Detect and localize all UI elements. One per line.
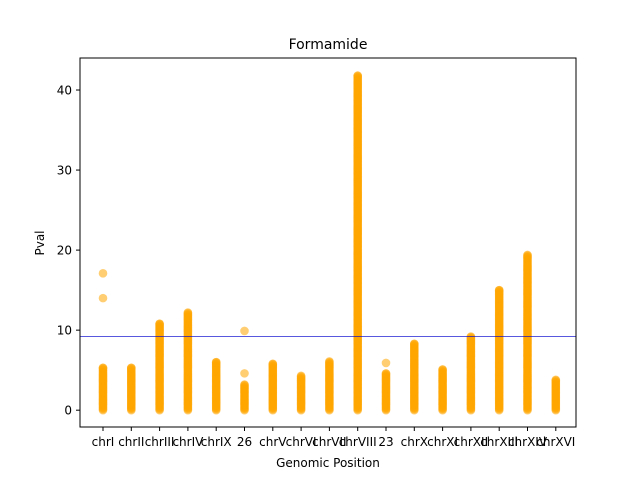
y-axis: 0 10 20 30 40 <box>57 84 80 418</box>
x-tick-label: chrXIII <box>480 435 518 449</box>
x-tick-label: chrVI <box>286 435 317 449</box>
x-tick-label: chrIV <box>172 435 204 449</box>
x-tick-label: chrV <box>259 435 287 449</box>
data-point <box>551 375 561 385</box>
data-point <box>98 363 108 373</box>
data-point <box>183 308 193 317</box>
x-tick-label: chrVII <box>312 435 346 449</box>
data-point <box>98 269 108 278</box>
chart-title: Formamide <box>289 37 368 53</box>
x-tick-label: chrVIII <box>339 435 377 449</box>
plot-area <box>79 57 577 428</box>
x-tick-label: 26 <box>237 435 252 449</box>
data-point <box>127 363 136 373</box>
x-tick-label: 23 <box>378 435 393 449</box>
x-tick-label: chrX <box>401 435 428 449</box>
data-point <box>410 339 419 349</box>
y-tick-label: 10 <box>57 324 72 338</box>
data-point <box>438 365 447 374</box>
y-axis-label: Pval <box>33 230 47 255</box>
data-point <box>240 369 249 378</box>
x-tick-label: chrIII <box>145 435 175 449</box>
y-tick-label: 40 <box>57 84 72 98</box>
data-point <box>240 380 249 389</box>
data-point <box>494 285 504 295</box>
x-tick-label: chrII <box>118 435 144 449</box>
x-tick-label: chrXVI <box>536 435 575 449</box>
x-tick-label: chrXIV <box>508 435 548 449</box>
data-points <box>98 71 561 415</box>
x-tick-label: chrIX <box>201 435 232 449</box>
data-point <box>381 369 391 378</box>
data-point <box>211 357 221 367</box>
data-point <box>240 326 249 336</box>
y-tick-label: 30 <box>57 164 72 178</box>
y-tick-label: 0 <box>64 404 72 418</box>
x-tick-label: chrXII <box>454 435 488 449</box>
data-point <box>268 359 278 369</box>
y-tick-label: 20 <box>57 244 72 258</box>
data-point <box>523 250 532 260</box>
data-point <box>98 293 108 303</box>
data-point <box>353 71 363 80</box>
x-tick-label: chrI <box>92 435 115 449</box>
data-point <box>296 371 306 381</box>
data-point <box>325 357 334 366</box>
data-point <box>155 319 164 329</box>
x-tick-label: chrXI <box>427 435 458 449</box>
x-axis-label: Genomic Position <box>276 456 380 470</box>
data-point <box>381 358 391 368</box>
